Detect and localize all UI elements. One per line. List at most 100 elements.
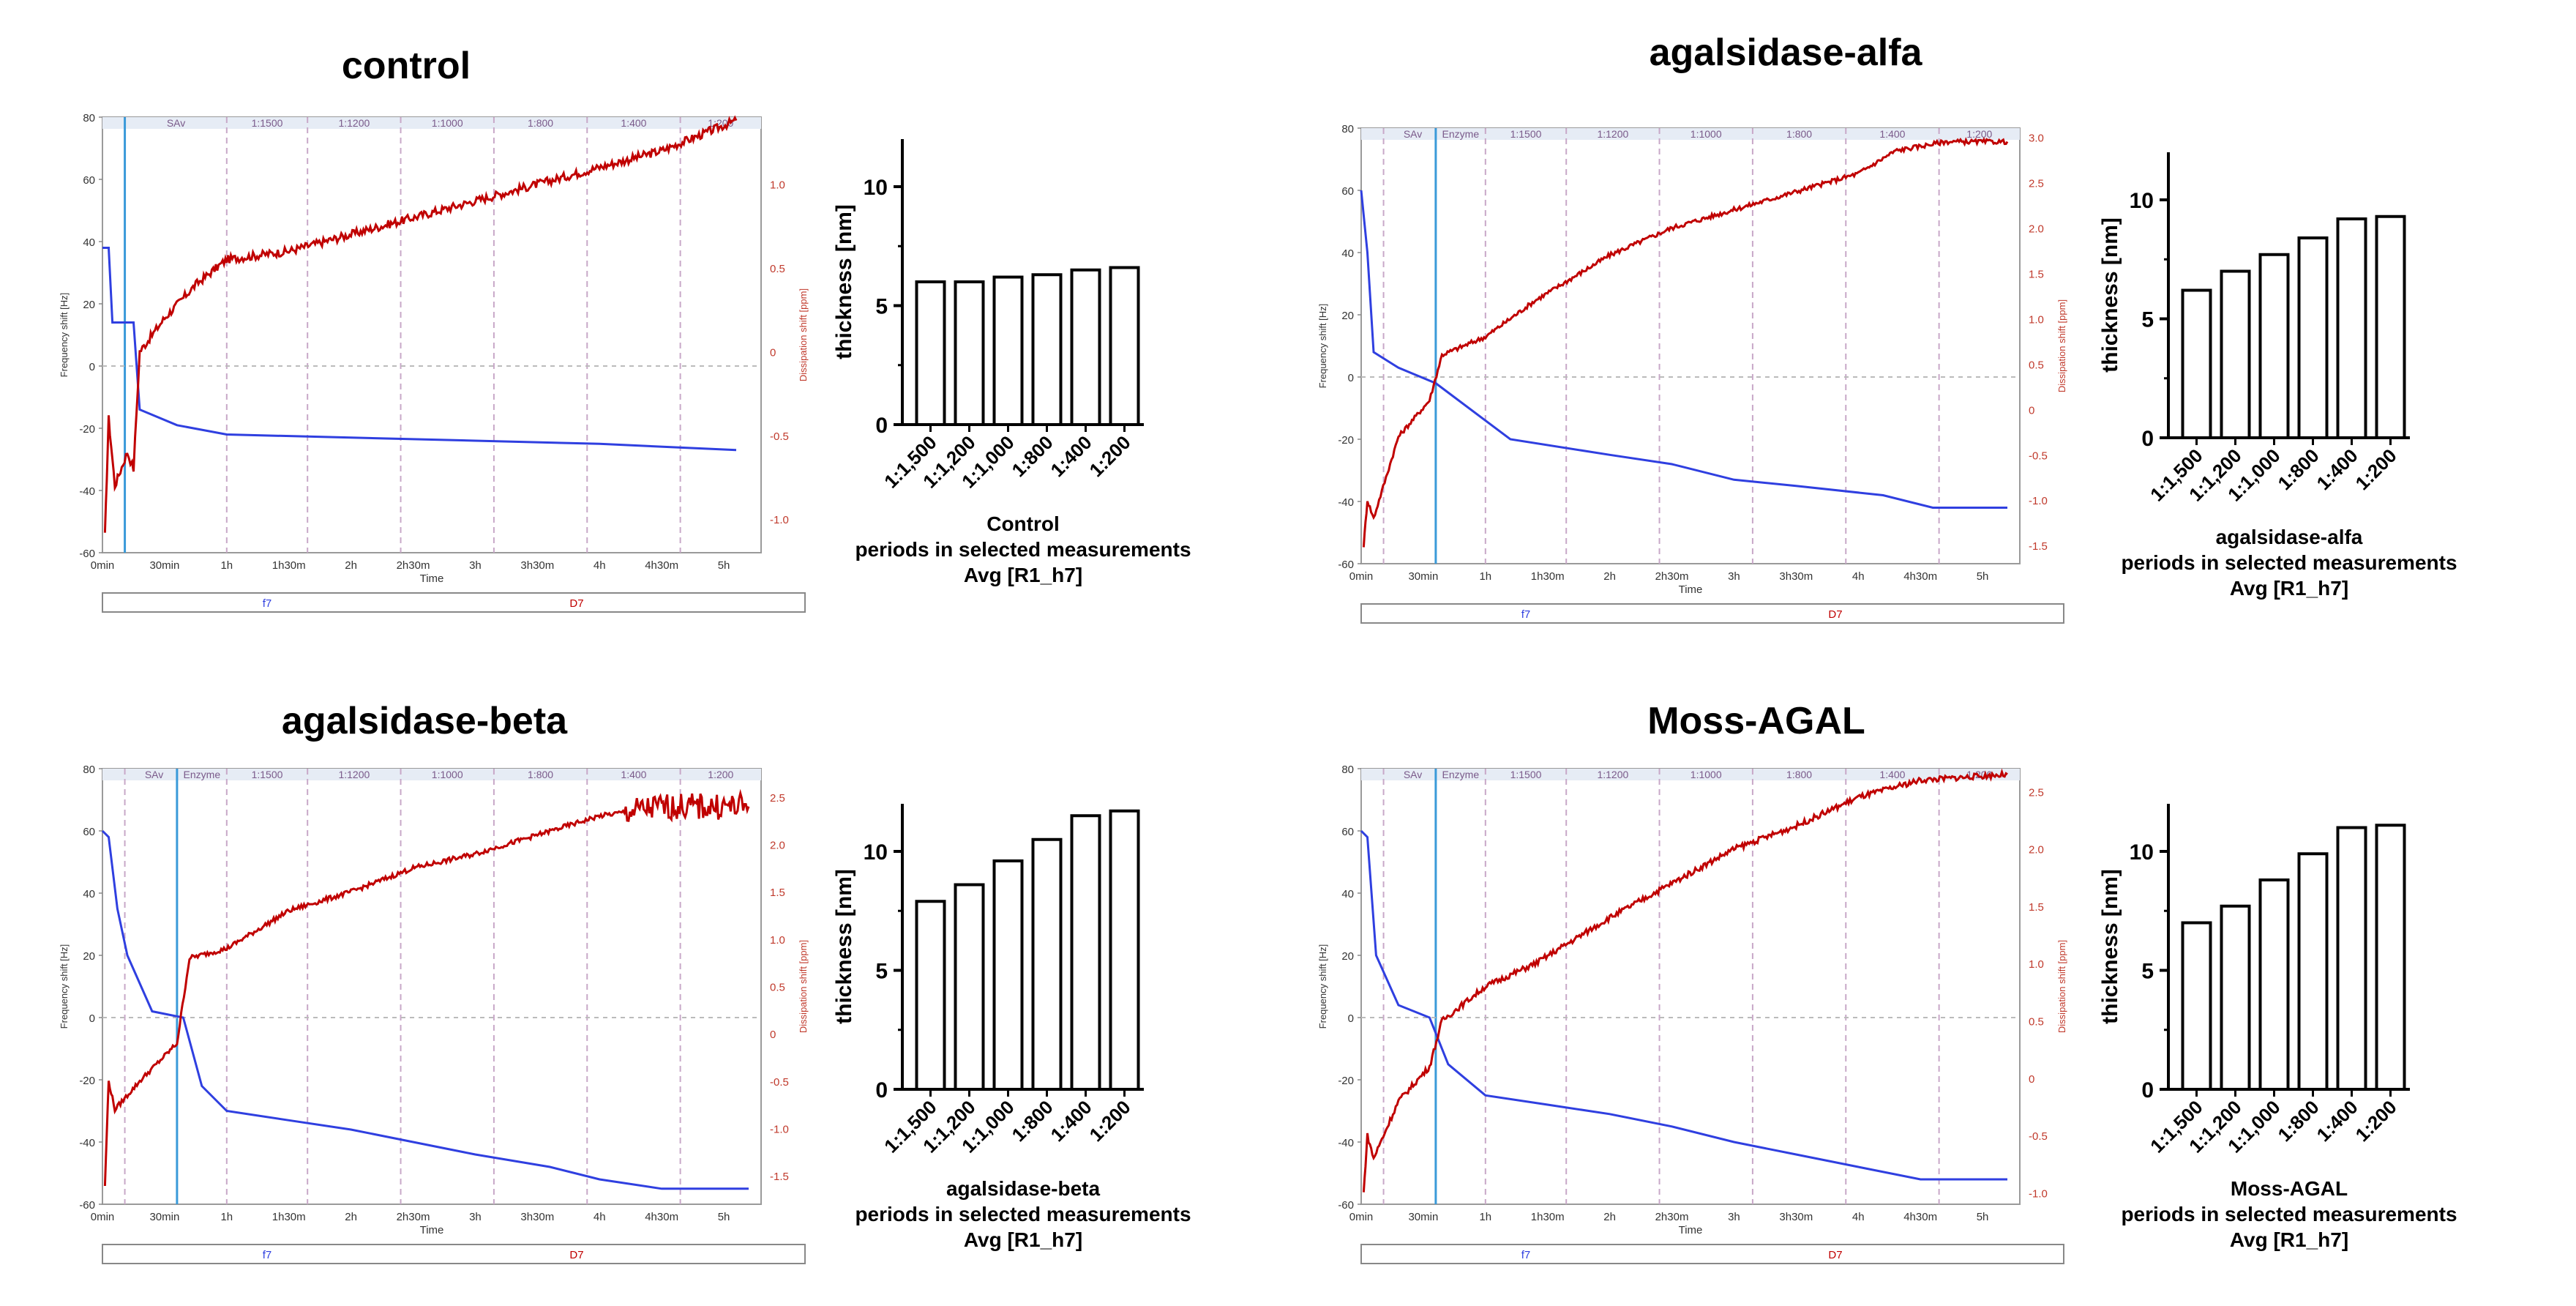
qcm-chart-alfa: SAv Enzyme 1:1500 1:1200 1:1000 1:800 1:400 1:2… <box>1317 123 2067 624</box>
band-label: 1:1000 <box>432 117 463 129</box>
bar-x-tick: 1:400 <box>1046 1096 1096 1146</box>
bar-y-tick: 5 <box>2141 308 2154 332</box>
legend-D7: D7 <box>1828 1249 1842 1261</box>
y-left-tick: 40 <box>83 236 95 249</box>
band-label: 1:200 <box>708 769 733 780</box>
plot-frame <box>1360 768 2021 1205</box>
plot-frame <box>102 768 762 1205</box>
band-label: Enzyme <box>1442 769 1480 780</box>
band-label: SAv <box>145 769 163 780</box>
y-left-tick: -60 <box>1338 1199 1354 1212</box>
bar <box>1031 273 1063 426</box>
x-tick: 5h <box>718 1211 730 1223</box>
band-label: 1:1000 <box>1690 128 1722 140</box>
series-f7-line <box>1360 829 2007 1181</box>
series-D7-line <box>1362 137 2009 548</box>
band-label: 1:200 <box>1966 128 1992 140</box>
band-label: Enzyme <box>1442 128 1480 140</box>
x-tick: 1h30m <box>272 559 306 572</box>
legend-box <box>1360 603 2064 624</box>
band-label: SAv <box>1404 128 1422 140</box>
y-left-tick: -20 <box>79 423 95 436</box>
bar <box>992 859 1024 1091</box>
bar-x-label-title: agalsidase-alfa <box>2216 526 2363 548</box>
series-f7-line <box>1360 190 2007 509</box>
title-control: control <box>341 45 471 87</box>
y-right-tick: 0 <box>770 1029 776 1041</box>
y-left-tick: -40 <box>1338 1137 1354 1149</box>
x-tick: 0min <box>91 559 115 572</box>
y-left-tick: 20 <box>1341 310 1354 322</box>
x-axis-label: Time <box>420 1224 444 1236</box>
y-right-tick: -0.5 <box>2029 1130 2048 1143</box>
bar <box>2375 214 2406 439</box>
title-agalsidase-beta: agalsidase-beta <box>281 700 568 742</box>
y-left-tick: 20 <box>83 299 95 311</box>
x-tick: 1h30m <box>1531 1211 1565 1223</box>
x-tick: 2h30m <box>397 1211 430 1223</box>
bar <box>1031 837 1063 1091</box>
x-tick: 3h30m <box>520 1211 554 1223</box>
y-left-tick: 0 <box>1348 1012 1354 1025</box>
y-right-tick: 2.5 <box>770 792 785 805</box>
bar-x-label-avg: Avg [R1_h7] <box>964 564 1082 586</box>
bar-x-tick: 1:800 <box>1008 1096 1057 1146</box>
x-tick: 4h30m <box>645 1211 678 1223</box>
y-right-tick: 0 <box>770 346 776 359</box>
y-right-tick: -0.5 <box>770 430 789 443</box>
bar-x-label-periods: periods in selected measurements <box>2121 551 2457 574</box>
band-label: 1:800 <box>528 117 553 129</box>
band-label: 1:800 <box>1786 769 1812 780</box>
y-left-tick: 40 <box>1341 247 1354 260</box>
bar <box>1109 809 1140 1091</box>
y-left-tick: -20 <box>1338 1075 1354 1087</box>
band-label: 1:400 <box>1879 769 1905 780</box>
bar-x-tick: 1:800 <box>1008 431 1057 481</box>
bar-y-tick: 10 <box>864 840 888 865</box>
qcm-chart-beta: SAv Enzyme 1:1500 1:1200 1:1000 1:800 1:400 1:2… <box>59 764 809 1264</box>
bar <box>992 275 1024 426</box>
y-right-tick: 1.5 <box>770 887 785 899</box>
bar-y-tick: 10 <box>2130 189 2154 213</box>
x-tick: 4h30m <box>1903 570 1937 583</box>
y-left-axis-label: Frequency shift [Hz] <box>1317 944 1328 1029</box>
y-right-axis-label: Dissipation shift [ppm] <box>2056 299 2067 392</box>
y-left-axis-label: Frequency shift [Hz] <box>59 293 70 378</box>
y-right-tick: 2.0 <box>2029 223 2044 235</box>
y-right-tick: 0.5 <box>2029 1015 2044 1028</box>
legend-box <box>102 592 806 613</box>
bar-x-tick: 1:400 <box>2313 444 2362 494</box>
title-agalsidase-alfa: agalsidase-alfa <box>1649 31 1922 74</box>
x-tick: 4h <box>594 1211 606 1223</box>
bar-y-tick: 0 <box>875 1078 888 1102</box>
legend-D7: D7 <box>569 597 583 610</box>
y-left-tick: 0 <box>1348 372 1354 384</box>
bar <box>1070 268 1101 426</box>
x-tick: 5h <box>1977 1211 1989 1223</box>
x-tick: 5h <box>718 559 730 572</box>
bar <box>2297 852 2329 1091</box>
y-right-tick: 0 <box>2029 404 2034 417</box>
bar-x-label-avg: Avg [R1_h7] <box>964 1228 1082 1251</box>
bar-y-tick: 10 <box>2130 840 2154 865</box>
series-D7-line <box>103 788 750 1187</box>
bar-y-tick: 0 <box>875 414 888 438</box>
x-tick: 0min <box>1349 1211 1374 1223</box>
y-right-tick: -1.5 <box>770 1171 789 1183</box>
y-left-tick: -40 <box>79 485 95 498</box>
bar-x-label-periods: periods in selected measurements <box>855 1203 1191 1225</box>
y-left-tick: -60 <box>1338 559 1354 571</box>
band-label: 1:400 <box>1879 128 1905 140</box>
y-right-axis-label: Dissipation shift [ppm] <box>798 288 809 381</box>
band-label: 1:800 <box>528 769 553 780</box>
x-tick: 30min <box>1408 570 1438 583</box>
x-tick: 0min <box>91 1211 115 1223</box>
y-left-tick: 0 <box>89 361 95 373</box>
bar <box>2220 269 2251 439</box>
band-label: 1:800 <box>1786 128 1812 140</box>
x-tick: 3h <box>469 559 482 572</box>
y-left-tick: 60 <box>1341 185 1354 198</box>
bar-y-axis-label: thickness [nm] <box>2098 217 2122 373</box>
x-tick: 4h30m <box>645 559 678 572</box>
